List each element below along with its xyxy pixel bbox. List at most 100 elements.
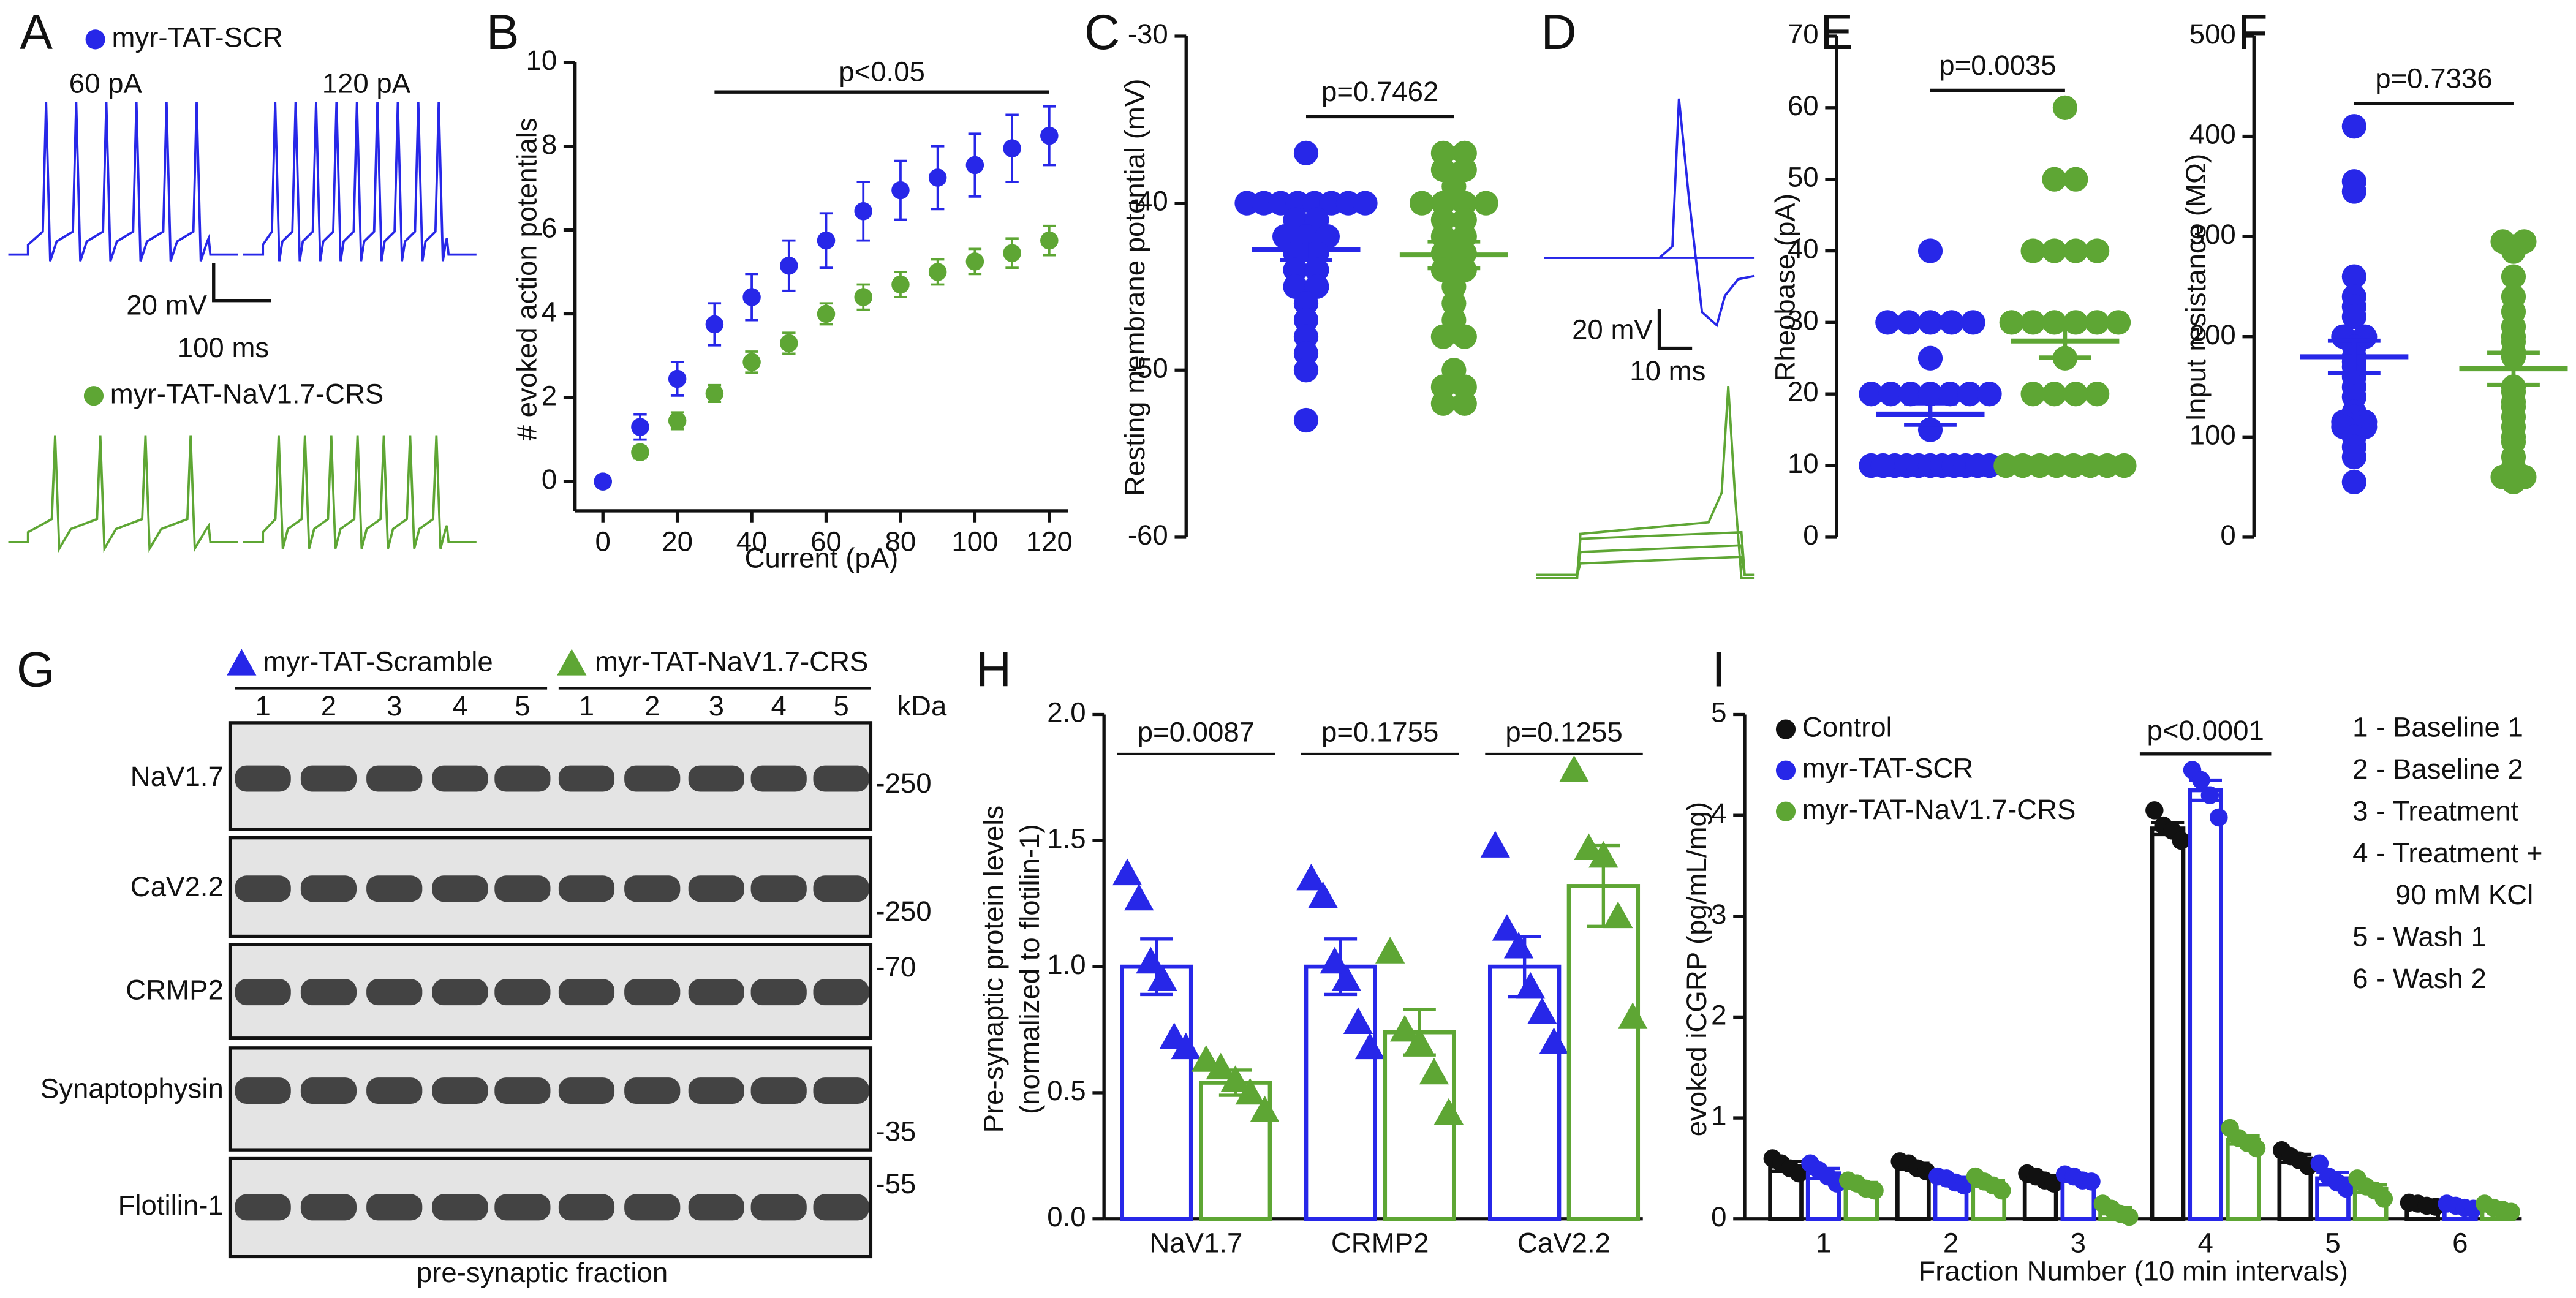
data-point (2082, 1172, 2101, 1191)
data-point (1319, 191, 1344, 216)
data-point (1539, 1027, 1569, 1054)
x-tick-label: CRMP2 (1331, 1228, 1429, 1259)
panel-label: G (17, 643, 55, 698)
y-tick-label: 60 (1788, 90, 1819, 121)
y-tick-label: 100 (2189, 419, 2236, 450)
data-point (1353, 191, 1378, 216)
data-point (1492, 914, 1522, 941)
row-label: Synaptophysin (40, 1073, 224, 1104)
data-point (2341, 114, 2366, 139)
data-point (928, 168, 947, 187)
data-point (1040, 231, 1059, 250)
current-label: 60 pA (69, 67, 143, 99)
lane-label: 4 (771, 690, 787, 722)
legend-marker (557, 649, 587, 676)
x-tick-label: 20 (662, 526, 693, 557)
legend-marker (1775, 801, 1796, 821)
data-point (1335, 191, 1361, 216)
y-tick-label: 1.0 (1047, 949, 1086, 980)
trace (8, 102, 238, 262)
blot-band (688, 875, 744, 902)
sem-bar (2327, 338, 2381, 375)
data-point (817, 231, 836, 250)
blot-band (366, 1077, 423, 1104)
data-point (2085, 238, 2110, 263)
x-tick-label: 2 (1943, 1228, 1958, 1259)
data-point (2120, 1207, 2139, 1226)
blot-band (235, 765, 291, 792)
blot-band (624, 979, 681, 1006)
y-tick-label: -30 (1128, 18, 1168, 50)
data-point (1917, 310, 1943, 335)
legend-label: myr-TAT-SCR (111, 21, 282, 53)
y-tick-label: 4 (542, 296, 557, 327)
y-tick-label: 0 (1711, 1201, 1726, 1232)
y-axis-title: evoked iCGRP (pg/mL/mg) (1681, 802, 1712, 1136)
data-point (1938, 382, 1963, 407)
data-point (1859, 382, 1884, 407)
data-point (2172, 831, 2190, 850)
x-tick-label: 100 (951, 526, 998, 557)
bar (1566, 884, 1641, 1221)
data-point (1603, 901, 1633, 929)
sem-bar (2038, 322, 2091, 360)
data-point (2020, 238, 2045, 263)
data-point (1473, 191, 1498, 216)
y-tick-label: 2 (542, 380, 557, 411)
significance-label: p<0.0001 (2147, 715, 2264, 746)
trace (243, 435, 477, 549)
data-point (1574, 833, 1604, 860)
data-point (1389, 1014, 1420, 1042)
data-point (1917, 238, 1943, 263)
data-point (1503, 932, 1534, 959)
y-tick-label: 8 (542, 129, 557, 160)
data-point (1865, 1181, 1884, 1200)
key-label: 1 - Baseline 1 (2352, 712, 2523, 743)
row-label: Flotilin-1 (118, 1190, 224, 1221)
y-tick-label: 0 (2220, 519, 2235, 551)
x-tick-label: CaV2.2 (1517, 1228, 1611, 1259)
data-point (631, 443, 649, 461)
data-point (854, 288, 872, 306)
x-tick-label: 6 (2452, 1228, 2468, 1259)
data-point (2085, 310, 2110, 335)
key-label: 4 - Treatment + (2352, 837, 2542, 869)
data-point (1898, 382, 1923, 407)
data-point (2341, 444, 2366, 470)
blot-band (688, 1194, 744, 1221)
data-point (742, 353, 761, 371)
mw-marker: -35 (875, 1115, 916, 1147)
trace (1536, 386, 1755, 579)
y-tick-label: 400 (2189, 119, 2236, 150)
data-point (1251, 191, 1277, 216)
blot-band (366, 765, 423, 792)
data-point (2094, 453, 2120, 478)
data-point (1993, 453, 2019, 478)
trace (1536, 556, 1755, 576)
y-tick-label: 300 (2189, 219, 2236, 250)
data-point (1250, 1095, 1280, 1123)
y-tick-label: 20 (1788, 376, 1819, 407)
data-point (1875, 310, 1900, 335)
blot-band (558, 979, 615, 1006)
y-tick-label: 30 (1788, 304, 1819, 336)
y-tick-label: 1 (1711, 1100, 1726, 1131)
data-point (928, 263, 947, 281)
data-point (2027, 453, 2052, 478)
key-label: 90 mM KCl (2395, 879, 2533, 910)
x-tick-label: NaV1.7 (1149, 1228, 1242, 1259)
blot-band (494, 765, 551, 792)
x-tick-label: 40 (736, 526, 768, 557)
data-point (2192, 771, 2210, 790)
x-tick-label: 3 (2071, 1228, 2086, 1259)
data-point (780, 256, 798, 275)
blot-band (558, 765, 615, 792)
blot-band (624, 875, 681, 902)
panel-label: B (486, 5, 519, 60)
data-point (2501, 264, 2526, 289)
bar (1120, 964, 1193, 1221)
x-tick-label: 0 (595, 526, 611, 557)
legend-label: myr-TAT-NaV1.7-CRS (1802, 794, 2076, 825)
data-point (631, 418, 649, 436)
